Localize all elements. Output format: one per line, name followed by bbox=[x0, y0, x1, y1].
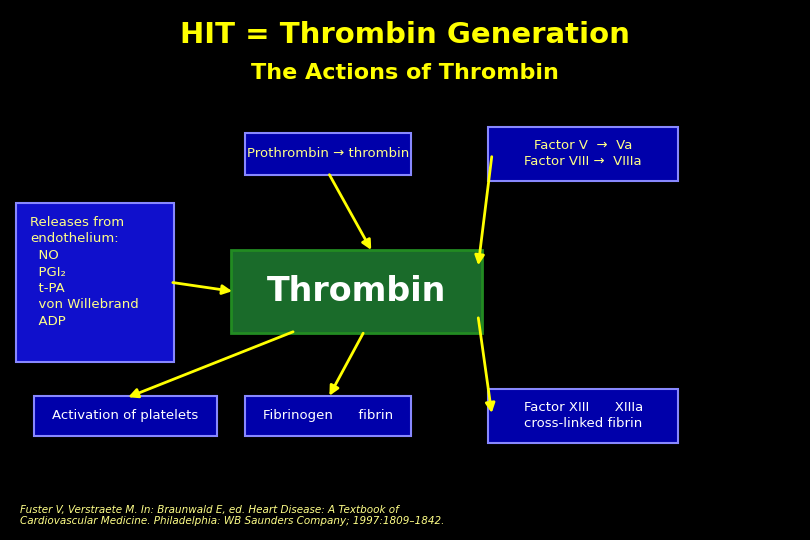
FancyBboxPatch shape bbox=[34, 395, 217, 436]
Text: Prothrombin → thrombin: Prothrombin → thrombin bbox=[247, 147, 409, 160]
FancyBboxPatch shape bbox=[488, 127, 678, 181]
Text: Releases from
endothelium:
  NO
  PGI₂
  t-PA
  von Willebrand
  ADP: Releases from endothelium: NO PGI₂ t-PA … bbox=[30, 216, 139, 328]
Text: Thrombin: Thrombin bbox=[266, 275, 446, 308]
Text: HIT = Thrombin Generation: HIT = Thrombin Generation bbox=[180, 21, 630, 49]
Text: Factor V  →  Va
Factor VIII →  VIIIa: Factor V → Va Factor VIII → VIIIa bbox=[524, 139, 642, 168]
FancyBboxPatch shape bbox=[16, 202, 174, 362]
Text: Fibrinogen      fibrin: Fibrinogen fibrin bbox=[263, 409, 393, 422]
Text: Fuster V, Verstraete M. In: Braunwald E, ed. Heart Disease: A Textbook of
Cardio: Fuster V, Verstraete M. In: Braunwald E,… bbox=[20, 505, 445, 526]
FancyBboxPatch shape bbox=[245, 133, 411, 175]
Text: The Actions of Thrombin: The Actions of Thrombin bbox=[251, 63, 559, 83]
FancyBboxPatch shape bbox=[245, 395, 411, 436]
FancyBboxPatch shape bbox=[488, 389, 678, 443]
FancyBboxPatch shape bbox=[231, 249, 482, 333]
Text: Activation of platelets: Activation of platelets bbox=[53, 409, 198, 422]
Text: Factor XIII      XIIIa
cross-linked fibrin: Factor XIII XIIIa cross-linked fibrin bbox=[523, 401, 643, 430]
